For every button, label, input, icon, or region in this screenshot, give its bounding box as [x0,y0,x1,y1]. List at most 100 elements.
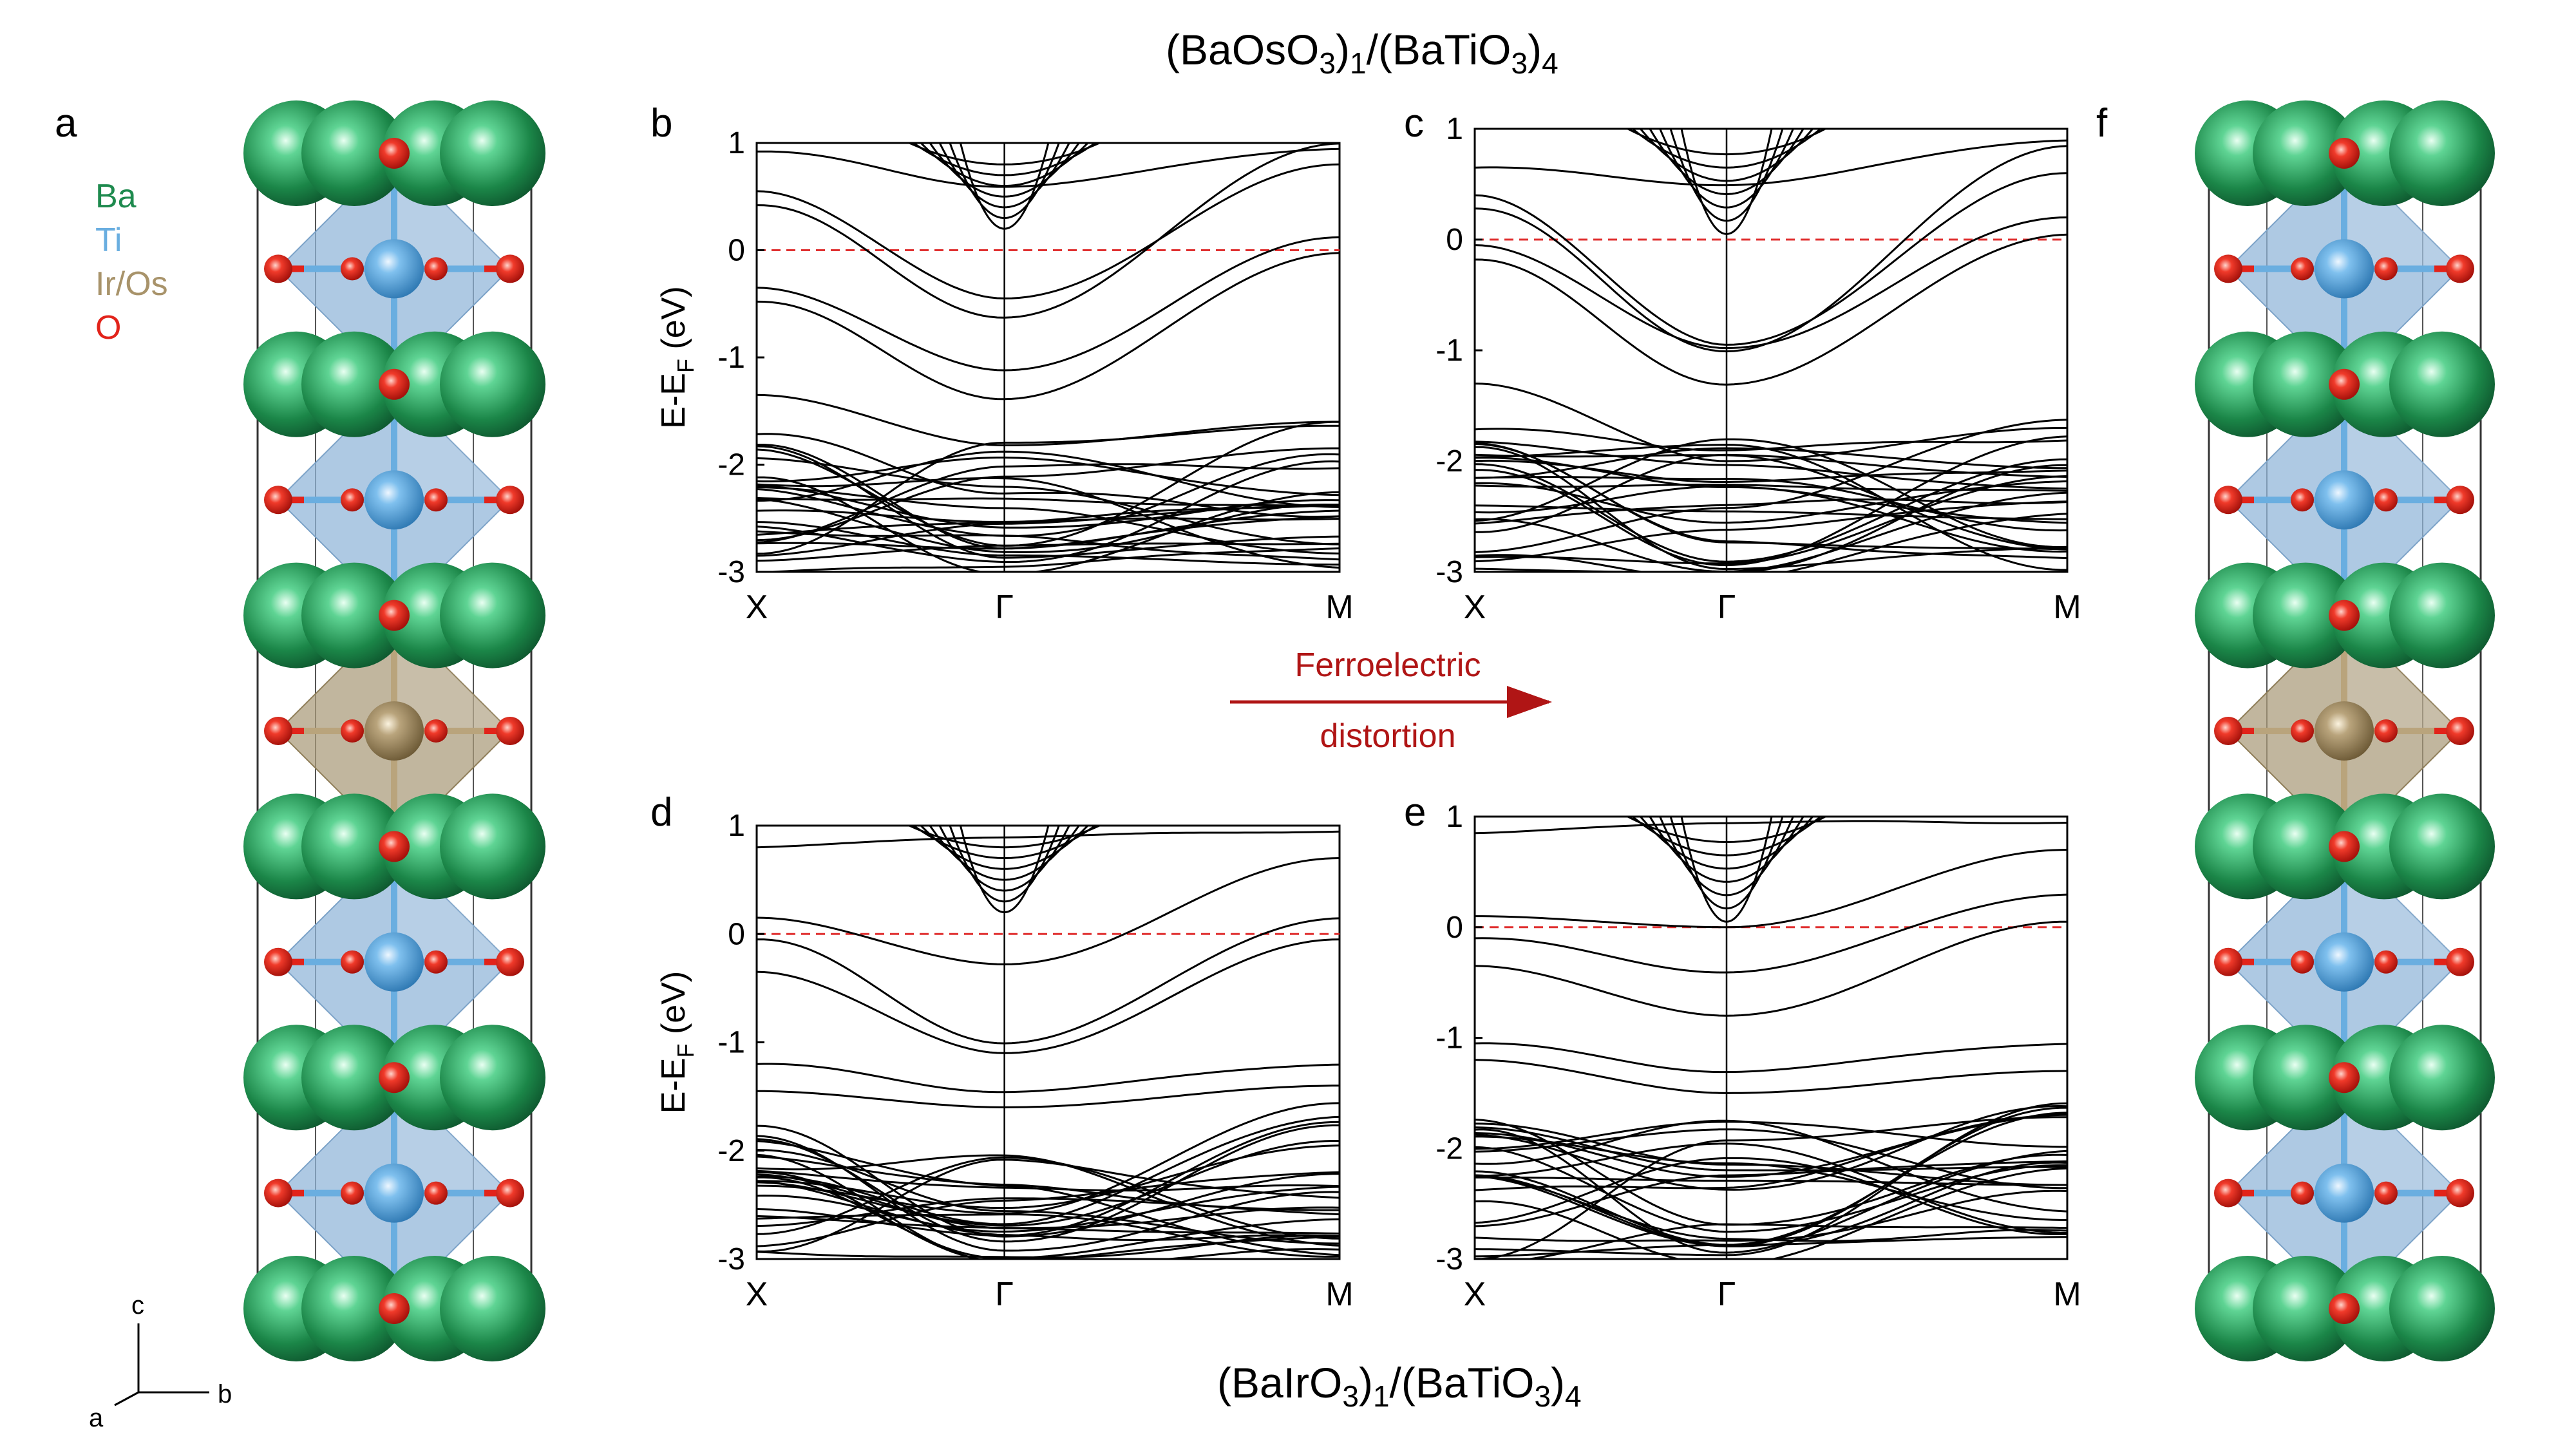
crystal-structure-a [243,100,545,1361]
band-line [757,457,1340,497]
band-line [1475,500,2067,563]
band-line [1475,1176,2067,1186]
ti-atom [2315,1163,2374,1223]
band-line [757,1155,1340,1216]
band-line [757,1159,1340,1253]
band-line [1669,129,1784,222]
oxygen-atom [496,254,524,283]
legend-iros: Ir/Os [95,265,168,303]
y-axis-label: E-EF (eV) [655,286,699,428]
band-line [757,143,1340,319]
ba-atom [301,1256,407,1361]
oxygen-atom [496,1179,524,1208]
panel-letter-f: f [2096,101,2108,146]
band-line [1475,1106,2067,1247]
oxygen-atom [341,950,364,974]
ferroelectric-arrow: Ferroelectric distortion [1230,647,1552,755]
ba-atom [2253,100,2358,206]
band-line [757,1180,1340,1241]
band-line [757,1171,1340,1247]
oxygen-atom [379,831,410,862]
band-line [1475,216,2067,350]
band-line [1475,1116,2067,1259]
oxygen-atom [2329,1293,2360,1324]
band-line [1625,129,1828,156]
y-tick-label: -2 [717,1134,745,1168]
oxygen-atom [2214,1179,2242,1208]
band-line [1475,1112,2067,1246]
y-tick-label: 1 [1446,112,1463,146]
legend-ba: Ba [95,178,137,215]
oxygen-atom [264,717,292,745]
legend-o: O [95,309,121,346]
ti-atom [2315,239,2374,299]
oxygen-atom [2214,717,2242,745]
oxygen-atom [2374,950,2398,974]
band-line [757,460,1340,564]
oxygen-atom [2446,254,2474,283]
y-tick-label: -1 [717,1026,745,1060]
oxygen-atom [341,257,364,281]
band-line [1631,129,1823,169]
oxygen-atom [2329,1062,2360,1094]
band-line [1475,1126,2067,1171]
band-line [757,447,1340,542]
band-line [757,1149,1340,1245]
y-tick-label: 0 [728,234,745,268]
y-tick-label: -3 [1435,1242,1463,1276]
oxygen-atom [379,368,410,400]
band-line [1475,1128,2067,1189]
element-legend: Ba Ti Ir/Os O [95,178,168,346]
y-tick-label: 0 [1446,911,1463,945]
ba-atom [440,1256,545,1361]
y-tick-label: -3 [717,555,745,589]
oxygen-atom [264,947,292,976]
ba-atom [440,331,545,437]
oxygen-atom [2291,950,2314,974]
ti-atom [365,470,424,530]
x-tick-label: M [1325,1276,1353,1313]
band-line [757,1115,1340,1226]
band-line [1475,849,2067,929]
ba-atom [2389,331,2495,437]
band-line [1475,435,2067,567]
band-line [757,433,1340,518]
band-line [757,1140,1340,1256]
ti-atom [2315,932,2374,992]
oxygen-atom [2291,1181,2314,1205]
oxygen-atom [2329,600,2360,631]
ba-atom [2389,1025,2495,1131]
oxygen-atom [2374,257,2398,281]
y-tick-label: -3 [717,1242,745,1276]
oxygen-atom [379,138,410,169]
ba-atom [2253,331,2358,437]
iros-atom [2315,701,2374,761]
x-tick-label: Γ [1718,1276,1736,1313]
y-tick-label: -2 [1435,444,1463,478]
oxygen-atom [264,486,292,515]
band-line [1475,1059,2067,1094]
band-line [1475,1146,2067,1233]
band-line [1475,172,2067,346]
band-line [1475,1113,2067,1191]
band-line [1639,817,1814,870]
band-line [757,1063,1340,1094]
band-line [1631,817,1823,857]
ba-atom [440,100,545,206]
oxygen-atom [2329,368,2360,400]
x-tick-label: M [1325,589,1353,626]
oxygen-atom [341,1181,364,1205]
oxygen-atom [2374,1181,2398,1205]
oxygen-atom [2446,947,2474,976]
band-line [1475,1157,2067,1235]
oxygen-atom [2374,488,2398,512]
ba-atom [2253,562,2358,668]
band-line [1475,1236,2067,1258]
ba-atom [2389,793,2495,900]
band-line [919,826,1090,870]
y-tick-label: -3 [1435,555,1463,589]
ba-atom [2253,1025,2358,1131]
band-line [1475,820,2067,835]
title-top: (BaOsO3)1/(BaTiO3)4 [1166,26,1558,80]
ba-atom [301,793,407,900]
